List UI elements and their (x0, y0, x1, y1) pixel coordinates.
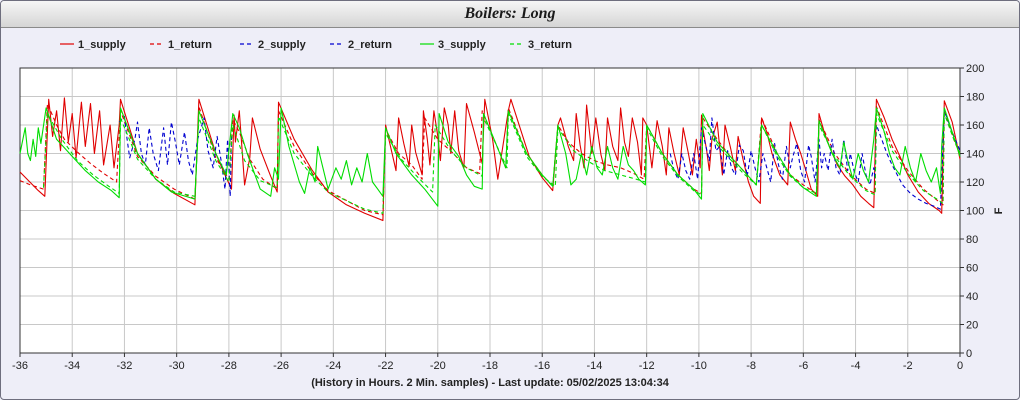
x-tick-label: -18 (482, 360, 498, 372)
x-tick-label: -34 (64, 360, 80, 372)
legend-label: 1_supply (78, 39, 127, 51)
x-tick-label: -36 (12, 360, 28, 372)
y-tick-label: 120 (966, 177, 984, 189)
x-tick-label: -32 (116, 360, 132, 372)
x-tick-label: -6 (798, 360, 808, 372)
x-tick-label: -20 (430, 360, 446, 372)
x-tick-label: -28 (221, 360, 237, 372)
series-line-3-supply (19, 107, 961, 207)
x-tick-label: -14 (586, 360, 602, 372)
legend-label: 1_return (168, 39, 212, 51)
grid (19, 67, 961, 354)
x-tick-label: -26 (273, 360, 289, 372)
x-tick-label: -24 (325, 360, 341, 372)
legend-label: 3_supply (438, 39, 487, 51)
y-tick-label: 180 (966, 92, 984, 104)
y-tick-label: 80 (966, 234, 978, 246)
y-tick-label: 100 (966, 206, 984, 218)
x-tick-label: -22 (378, 360, 394, 372)
y-axis-label: F (993, 207, 1005, 214)
window-title: Boilers: Long (1, 1, 1019, 28)
y-tick-label: 0 (966, 348, 972, 360)
axes: -36 -34 -32 -30 -28 -26 -24 -22 -20 -18 -16 -14 -12-… (12, 63, 984, 372)
series-layer (19, 97, 961, 222)
x-tick-label: -4 (851, 360, 861, 372)
x-tick-label: -8 (746, 360, 756, 372)
y-tick-label: 60 (966, 263, 978, 275)
series-line-2-return (669, 110, 961, 210)
x-tick-label: -2 (903, 360, 913, 372)
x-tick-label: -30 (169, 360, 185, 372)
series-line-3-return (42, 113, 961, 214)
y-tick-label: 160 (966, 120, 984, 132)
x-tick-label: -12 (639, 360, 655, 372)
y-tick-label: 140 (966, 149, 984, 161)
legend-label: 2_supply (258, 39, 307, 51)
y-tick-label: 20 (966, 320, 978, 332)
x-axis-label: (History in Hours. 2 Min. samples) - Las… (311, 377, 670, 389)
legend-label: 2_return (348, 39, 392, 51)
y-tick-label: 200 (966, 63, 984, 75)
legend-label: 3_return (528, 39, 572, 51)
x-tick-label: 0 (957, 360, 963, 372)
y-tick-label: 40 (966, 291, 978, 303)
legend: 1_supply 1_return 2_supply 2_return 3_supply… (60, 39, 572, 51)
series-line-2-supply (118, 115, 233, 197)
x-tick-label: -10 (691, 360, 707, 372)
x-tick-label: -16 (534, 360, 550, 372)
